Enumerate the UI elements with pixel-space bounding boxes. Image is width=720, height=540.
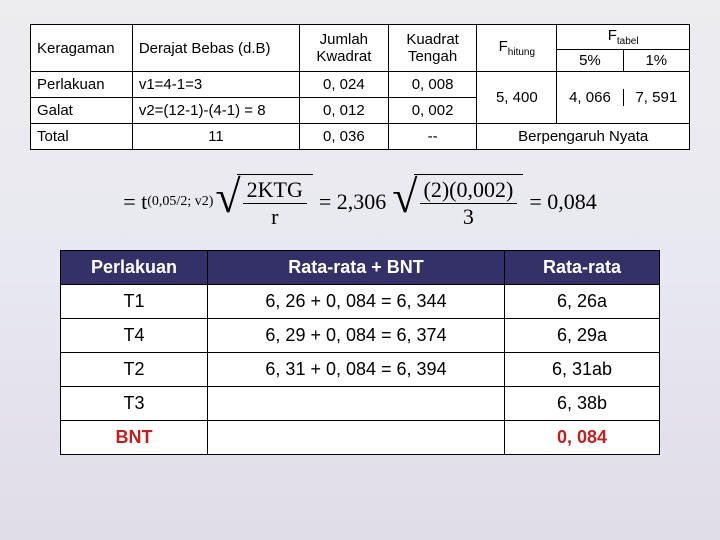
cell-k2: Total: [31, 124, 133, 150]
bnt-row: T1 6, 26 + 0, 084 = 6, 344 6, 26a: [61, 285, 660, 319]
anova-header-row: Keragaman Derajat Bebas (d.B) Jumlah Kwa…: [31, 25, 690, 72]
cell-k0: Perlakuan: [31, 72, 133, 98]
cell-k1: Galat: [31, 98, 133, 124]
cell-note: Berpengaruh Nyata: [477, 124, 690, 150]
bnt-header-row: Perlakuan Rata-rata + BNT Rata-rata: [61, 251, 660, 285]
anova-row-perlakuan: Perlakuan v1=4-1=3 0, 024 0, 008 5, 400 …: [31, 72, 690, 98]
col-derajat: Derajat Bebas (d.B): [139, 40, 271, 57]
bnt-r3: 6, 38b: [505, 387, 660, 421]
bnt-p2: T2: [61, 353, 208, 387]
col-kuadrat-bot: Tengah: [408, 48, 457, 65]
cell-ftab1: 7, 591: [624, 89, 689, 106]
bnt-p1: T4: [61, 319, 208, 353]
slide: Keragaman Derajat Bebas (d.B) Jumlah Kwa…: [0, 0, 720, 540]
cell-db2: 11: [132, 124, 299, 150]
formula-num2: (2)(0,002): [420, 177, 518, 204]
col-kuadrat-top: Kuadrat: [406, 31, 459, 48]
cell-jk2: 0, 036: [299, 124, 388, 150]
bnt-p0: T1: [61, 285, 208, 319]
formula-eq-t: = t: [123, 189, 147, 215]
formula-num1: 2KTG: [243, 177, 307, 204]
col-ftabel-sub: tabel: [617, 36, 639, 47]
bnt-c0: 6, 26 + 0, 084 = 6, 344: [208, 285, 505, 319]
cell-jk1: 0, 012: [299, 98, 388, 124]
cell-ftab5: 4, 066: [557, 89, 623, 106]
formula: = t(0,05/2; v2) √ 2KTG r = 2,306 √ (2)(0…: [30, 174, 690, 230]
bnt-r4: 0, 084: [505, 421, 660, 455]
cell-db1: v2=(12-1)-(4-1) = 8: [132, 98, 299, 124]
formula-eq-val: = 2,306: [319, 189, 386, 215]
bnt-c3: [208, 387, 505, 421]
col-ftabel-5: 5%: [557, 50, 623, 71]
bnt-row-bnt: BNT 0, 084: [61, 421, 660, 455]
formula-t-sub: (0,05/2; v2): [147, 194, 213, 210]
col-jumlah-bot: Kwadrat: [316, 48, 371, 65]
cell-kt1: 0, 002: [388, 98, 477, 124]
formula-eq-res: = 0,084: [529, 189, 596, 215]
col-keragaman: Keragaman: [37, 40, 115, 57]
cell-kt0: 0, 008: [388, 72, 477, 98]
col-fhitung-sub: hitung: [508, 47, 535, 58]
bnt-r2: 6, 31ab: [505, 353, 660, 387]
bnt-col-rtabnt: Rata-rata + BNT: [208, 251, 505, 285]
bnt-row: T2 6, 31 + 0, 084 = 6, 394 6, 31ab: [61, 353, 660, 387]
bnt-row: T3 6, 38b: [61, 387, 660, 421]
col-fhitung-pre: F: [499, 38, 508, 55]
bnt-col-rata: Rata-rata: [505, 251, 660, 285]
col-jumlah-top: Jumlah: [320, 31, 368, 48]
cell-fhitung: 5, 400: [477, 72, 557, 124]
cell-jk0: 0, 024: [299, 72, 388, 98]
bnt-p3: T3: [61, 387, 208, 421]
bnt-col-perlakuan: Perlakuan: [61, 251, 208, 285]
bnt-c1: 6, 29 + 0, 084 = 6, 374: [208, 319, 505, 353]
bnt-c4: [208, 421, 505, 455]
bnt-table: Perlakuan Rata-rata + BNT Rata-rata T1 6…: [60, 250, 660, 455]
anova-row-total: Total 11 0, 036 -- Berpengaruh Nyata: [31, 124, 690, 150]
cell-kt2: --: [388, 124, 477, 150]
bnt-c2: 6, 31 + 0, 084 = 6, 394: [208, 353, 505, 387]
cell-db0: v1=4-1=3: [132, 72, 299, 98]
bnt-row: T4 6, 29 + 0, 084 = 6, 374 6, 29a: [61, 319, 660, 353]
formula-den1: r: [243, 204, 307, 230]
anova-table: Keragaman Derajat Bebas (d.B) Jumlah Kwa…: [30, 24, 690, 150]
bnt-r1: 6, 29a: [505, 319, 660, 353]
bnt-r0: 6, 26a: [505, 285, 660, 319]
col-ftabel-1: 1%: [624, 50, 689, 71]
bnt-p4: BNT: [61, 421, 208, 455]
formula-den2: 3: [420, 204, 518, 230]
col-ftabel-pre: F: [608, 27, 617, 44]
